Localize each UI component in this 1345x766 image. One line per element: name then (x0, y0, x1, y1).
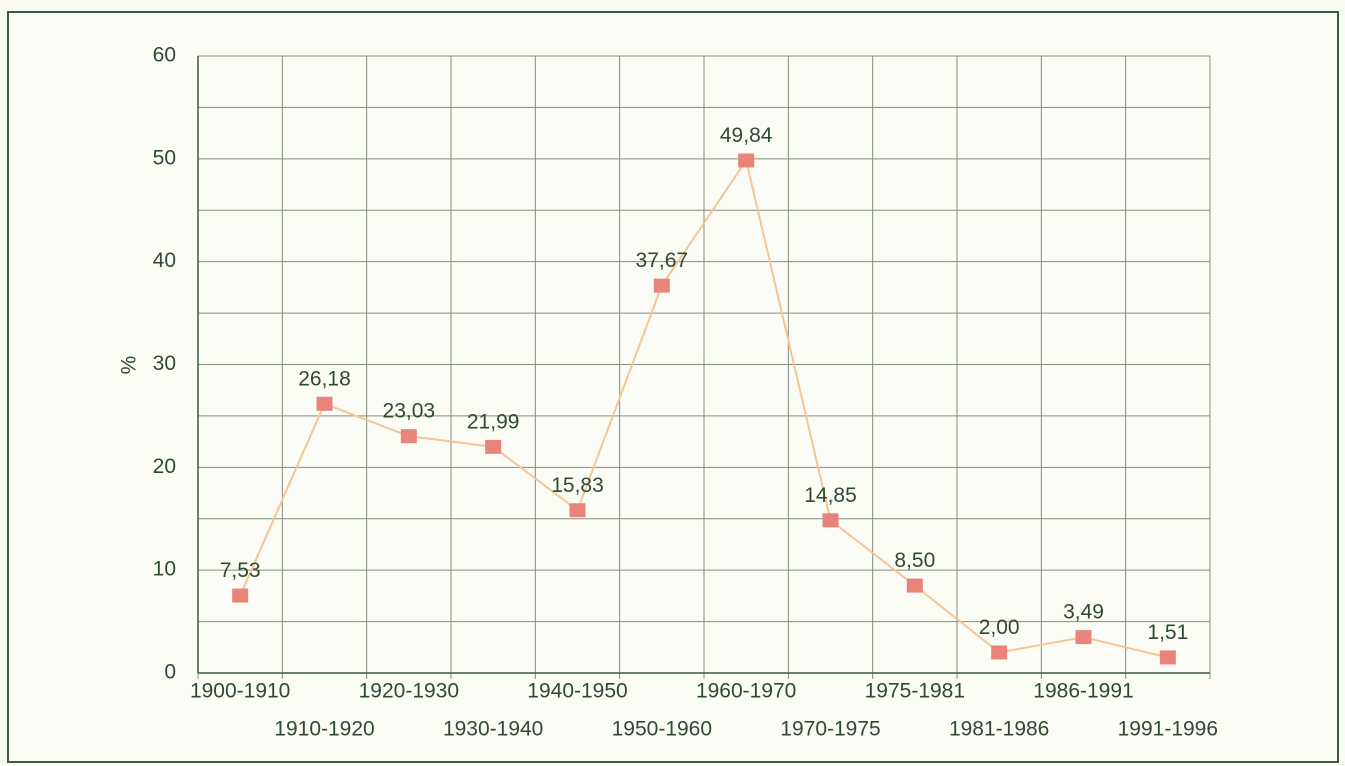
x-tick-label: 1975-1981 (865, 680, 965, 703)
point-marker (822, 513, 839, 528)
data-label: 3,49 (1063, 601, 1104, 624)
y-axis-label: % (118, 356, 141, 375)
point-marker (1159, 650, 1176, 665)
x-tick-label: 1920-1930 (359, 680, 459, 703)
x-tick-label: 1910-1920 (274, 718, 374, 741)
x-tick-label: 1986-1991 (1033, 680, 1133, 703)
data-label: 26,18 (298, 367, 351, 390)
x-tick-label: 1960-1970 (696, 680, 796, 703)
y-tick-label: 60 (153, 44, 176, 67)
data-label: 49,84 (720, 124, 773, 147)
x-tick-label: 1930-1940 (443, 718, 543, 741)
data-label: 23,03 (383, 400, 436, 423)
point-marker (906, 578, 923, 593)
point-marker (653, 278, 670, 293)
y-tick-label: 40 (153, 249, 176, 272)
point-marker (485, 439, 502, 454)
y-tick-label: 20 (153, 455, 176, 478)
y-tick-label: 10 (153, 558, 176, 581)
y-tick-label: 30 (153, 352, 176, 375)
data-label: 8,50 (894, 549, 935, 572)
chart-frame (7, 11, 1339, 763)
data-label: 15,83 (551, 474, 604, 497)
data-label: 14,85 (804, 484, 857, 507)
point-marker (738, 153, 755, 168)
point-marker (400, 429, 417, 444)
point-marker (232, 588, 249, 603)
data-label: 21,99 (467, 410, 520, 433)
x-tick-label: 1970-1975 (780, 718, 880, 741)
x-tick-label: 1950-1960 (612, 718, 712, 741)
data-label: 1,51 (1147, 621, 1188, 644)
point-marker (991, 645, 1008, 660)
y-tick-label: 50 (153, 146, 176, 169)
x-tick-label: 1981-1986 (949, 718, 1049, 741)
point-marker (316, 396, 333, 411)
data-label: 37,67 (636, 249, 689, 272)
series-line (239, 158, 1169, 659)
x-tick-label: 1940-1950 (527, 680, 627, 703)
x-tick-label: 1991-1996 (1118, 718, 1218, 741)
data-label: 7,53 (220, 559, 261, 582)
y-tick-label: 0 (164, 661, 176, 684)
point-marker (1075, 630, 1092, 645)
x-tick-label: 1900-1910 (190, 680, 290, 703)
data-label: 2,00 (979, 616, 1020, 639)
point-marker (569, 503, 586, 518)
